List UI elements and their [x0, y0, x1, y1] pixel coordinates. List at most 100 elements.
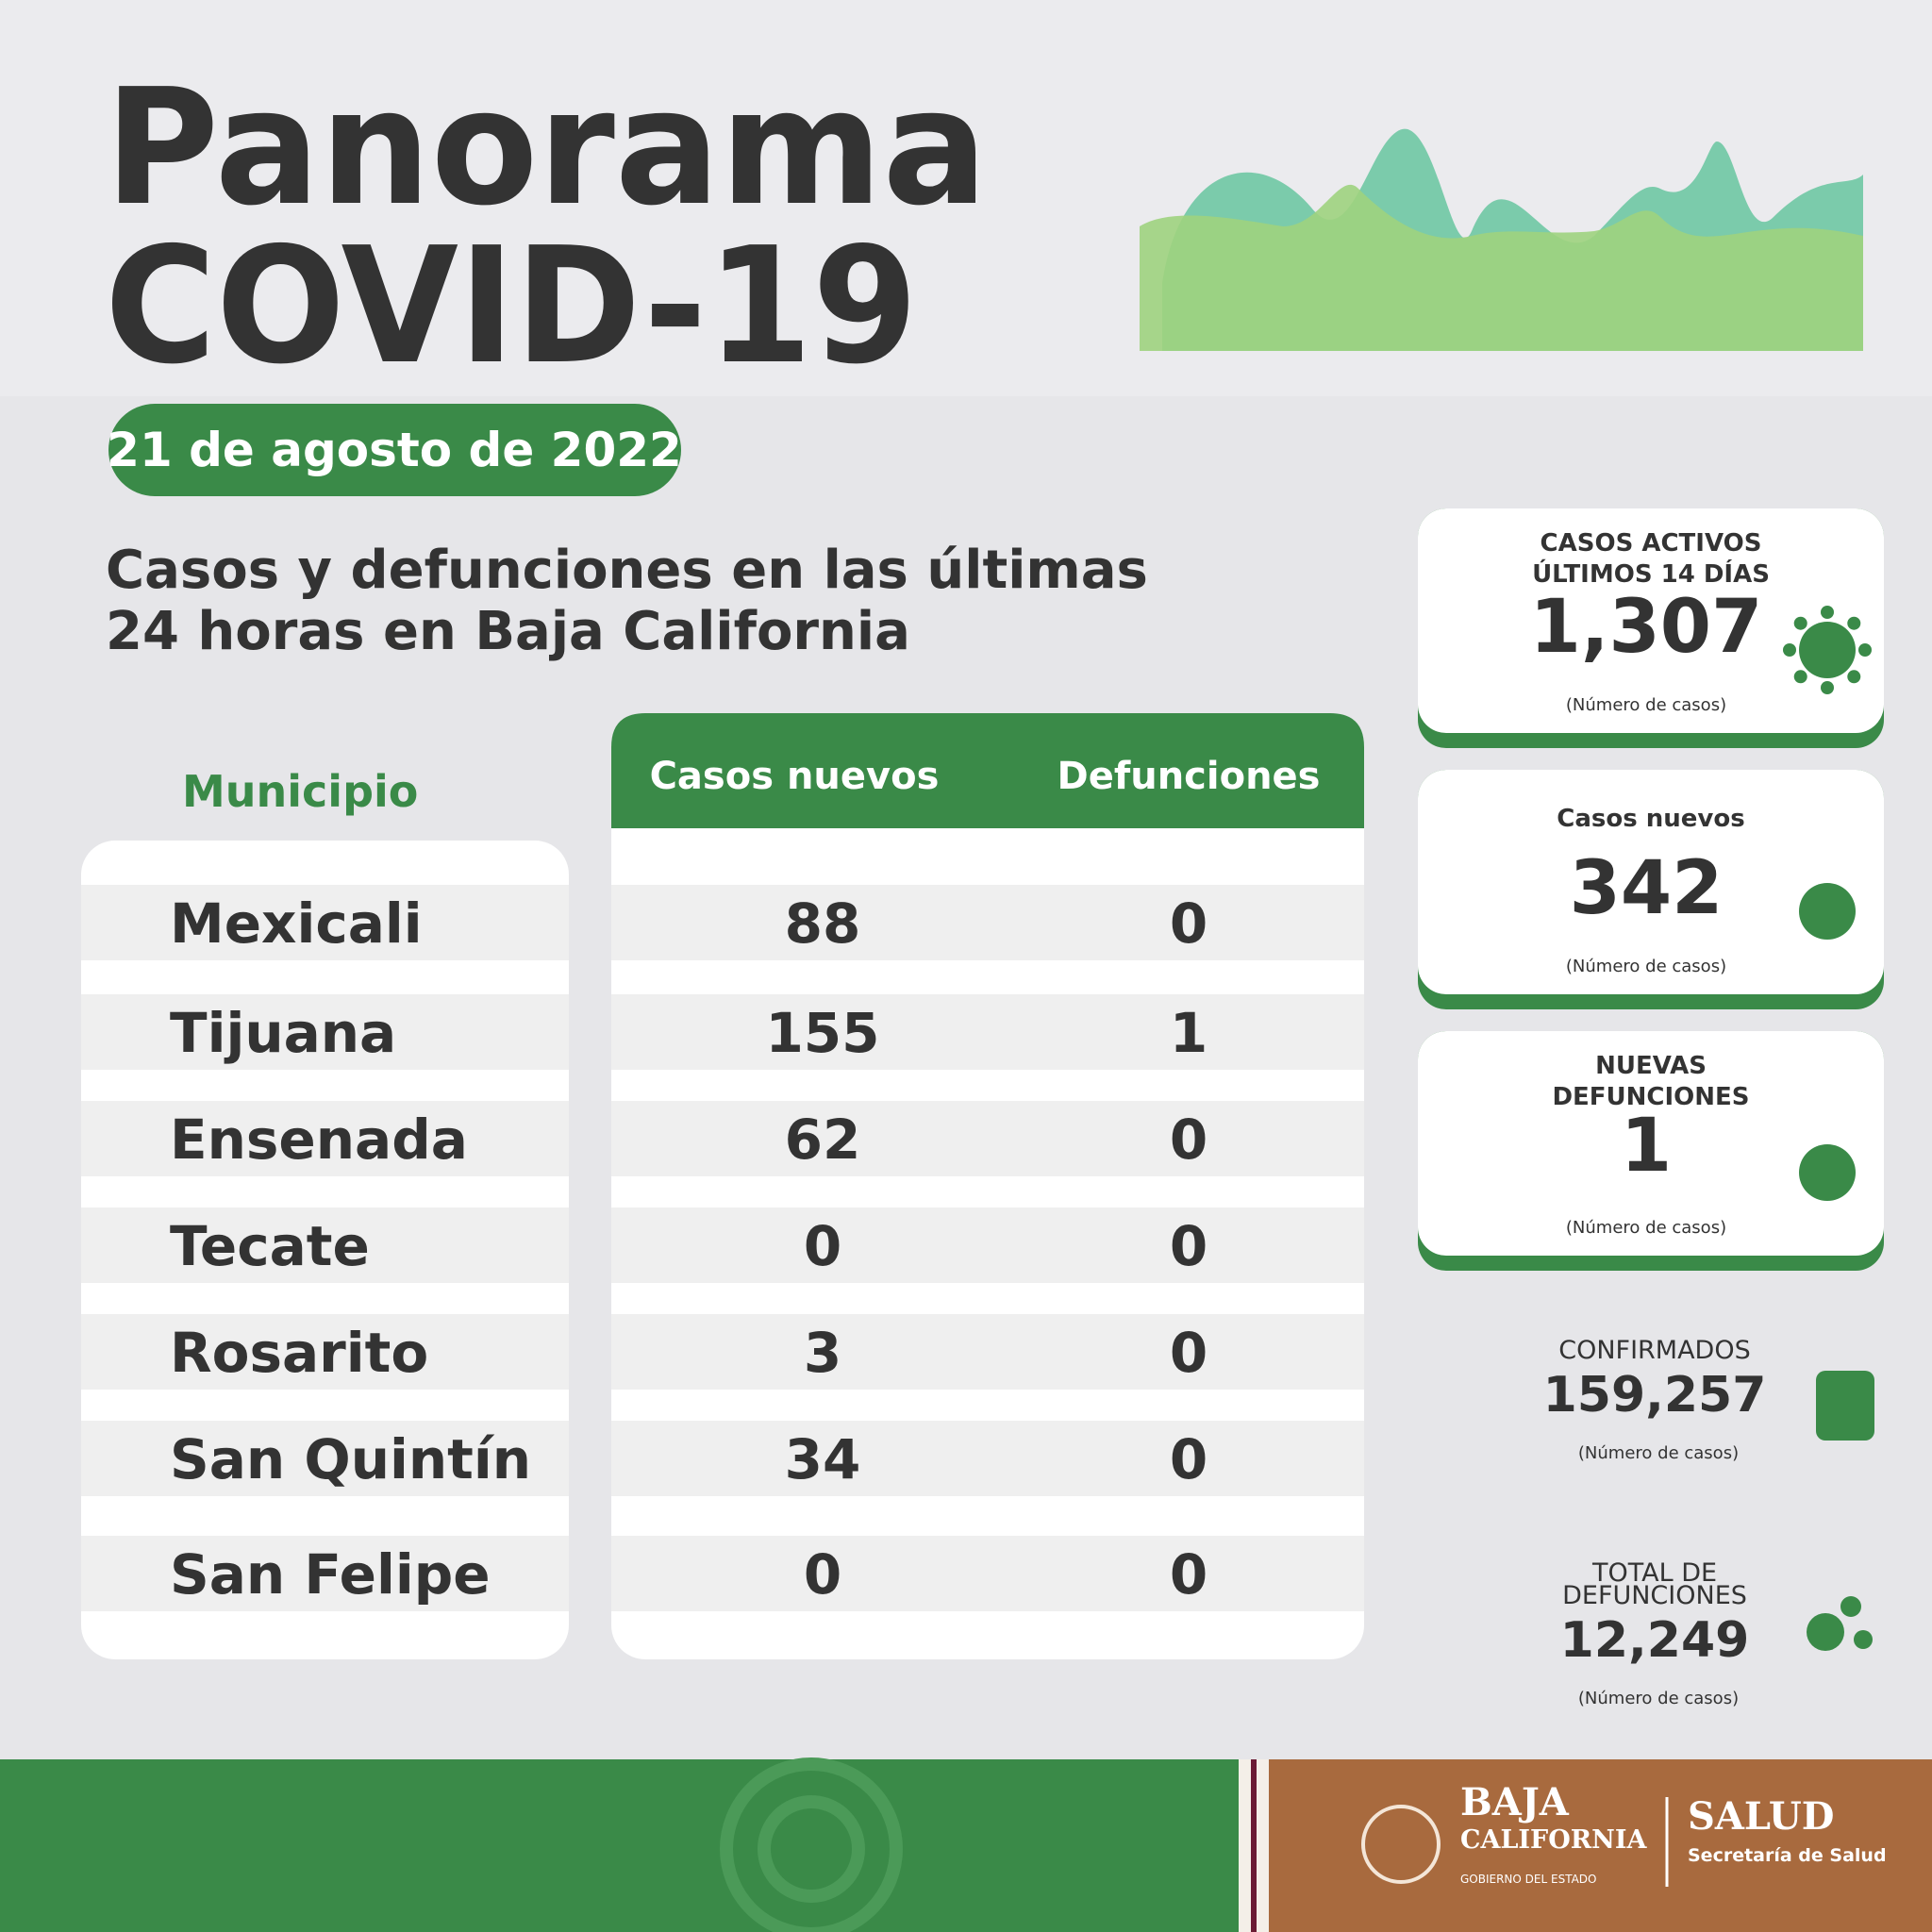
defunciones: 0	[1170, 1321, 1208, 1385]
casos-nuevos: 155	[765, 1001, 879, 1065]
defunciones: 0	[1170, 891, 1208, 956]
icon-shape	[1799, 883, 1856, 940]
date-pill	[108, 404, 681, 496]
defunciones: 0	[1170, 1427, 1208, 1491]
icon-shape	[1783, 643, 1796, 657]
row-stripe	[611, 1536, 1364, 1611]
card-value: 1	[1621, 1104, 1672, 1189]
icon-shape	[1793, 670, 1807, 684]
icon-shape	[1793, 616, 1807, 630]
column-header: Casos nuevos	[650, 755, 940, 798]
total-note: (Número de casos)	[1578, 1689, 1739, 1708]
casos-nuevos: 88	[785, 891, 861, 956]
row-stripe	[81, 1314, 569, 1390]
casos-nuevos: 0	[804, 1542, 841, 1607]
footer-brown	[1269, 1759, 1932, 1932]
footer-stripe	[1251, 1759, 1257, 1932]
brand-sub: GOBIERNO DEL ESTADO	[1460, 1873, 1597, 1886]
casos-nuevos: 0	[804, 1214, 841, 1278]
defunciones: 0	[1170, 1214, 1208, 1278]
total-icon	[1816, 1371, 1874, 1441]
card-icon	[1799, 883, 1856, 940]
row-stripe	[81, 994, 569, 1070]
icon-shape	[1821, 681, 1834, 694]
defunciones: 0	[1170, 1108, 1208, 1172]
data-header	[611, 713, 1364, 828]
brand: BAJA	[1460, 1780, 1570, 1824]
card-note: (Número de casos)	[1566, 1218, 1726, 1238]
municipio: San Felipe	[170, 1542, 491, 1607]
municipio: Ensenada	[170, 1108, 468, 1172]
casos-nuevos: 34	[785, 1427, 861, 1491]
footer-decoration	[758, 1795, 865, 1903]
row-stripe	[81, 1208, 569, 1283]
footer-decoration	[720, 1757, 903, 1932]
card-title: ÚLTIMOS 14 DÍAS	[1532, 558, 1770, 589]
row-stripe	[611, 885, 1364, 960]
icon-shape	[1858, 643, 1872, 657]
table-rows: Mexicali 88 0 Tijuana 155 1 Ensenada 62 0 Tecate 0…	[81, 885, 1364, 1611]
card	[1418, 770, 1884, 994]
date: 21 de agosto de 2022	[107, 423, 682, 477]
icon-shape	[1799, 622, 1856, 678]
card	[1418, 1031, 1884, 1256]
emblem	[1361, 1805, 1441, 1884]
dept-sub: Secretaría de Salud	[1688, 1845, 1887, 1866]
card-note: (Número de casos)	[1566, 695, 1726, 715]
row-stripe	[611, 1314, 1364, 1390]
icon-shape	[1821, 606, 1834, 619]
card-value: 342	[1570, 846, 1724, 931]
footer-green	[0, 1759, 1239, 1932]
column-header: Municipio	[182, 766, 418, 817]
municipio: Mexicali	[170, 891, 423, 956]
row-stripe	[81, 1536, 569, 1611]
icon-shape	[1799, 1144, 1856, 1201]
total-icon	[1854, 1630, 1873, 1649]
row-stripe	[611, 994, 1364, 1070]
card	[1418, 508, 1884, 733]
subtitle: Casos y defunciones en las últimas	[106, 540, 1148, 601]
row-stripe	[611, 1208, 1364, 1283]
card-title: NUEVAS	[1595, 1052, 1707, 1080]
column-header: Defunciones	[1057, 755, 1320, 798]
card-note: (Número de casos)	[1566, 957, 1726, 976]
total-title: CONFIRMADOS	[1558, 1336, 1751, 1365]
card-icon	[1783, 606, 1872, 694]
municipio: Rosarito	[170, 1321, 428, 1385]
total-title: DEFUNCIONES	[1562, 1581, 1747, 1610]
casos-nuevos: 3	[804, 1321, 841, 1385]
total-icon	[1807, 1613, 1844, 1651]
row-stripe	[81, 1101, 569, 1176]
total-note: (Número de casos)	[1578, 1443, 1739, 1463]
row-stripe	[81, 885, 569, 960]
title: Panorama	[105, 55, 988, 242]
icon-shape	[1847, 670, 1861, 684]
card-title: CASOS ACTIVOS	[1541, 529, 1762, 558]
title: COVID-19	[105, 213, 918, 400]
card-title: DEFUNCIONES	[1552, 1083, 1749, 1111]
card-icon	[1799, 1144, 1856, 1201]
row-stripe	[81, 1421, 569, 1496]
municipio: San Quintín	[170, 1427, 531, 1491]
casos-nuevos: 62	[785, 1108, 861, 1172]
total-value: 12,249	[1560, 1612, 1750, 1669]
wave-decoration	[1140, 128, 1863, 351]
total-value: 159,257	[1543, 1367, 1767, 1424]
data-panel	[611, 713, 1364, 1659]
subtitle: 24 horas en Baja California	[106, 601, 910, 662]
dept: SALUD	[1688, 1794, 1834, 1839]
card-title: Casos nuevos	[1557, 805, 1744, 833]
municipio: Tijuana	[170, 1001, 396, 1065]
row-stripe	[611, 1421, 1364, 1496]
defunciones: 0	[1170, 1542, 1208, 1607]
municipio: Tecate	[170, 1214, 370, 1278]
row-stripe	[611, 1101, 1364, 1176]
icon-shape	[1847, 616, 1861, 630]
total-title: TOTAL DE	[1591, 1558, 1717, 1588]
defunciones: 1	[1170, 1001, 1208, 1065]
card-value: 1,307	[1530, 585, 1763, 670]
total-icon	[1840, 1596, 1861, 1617]
